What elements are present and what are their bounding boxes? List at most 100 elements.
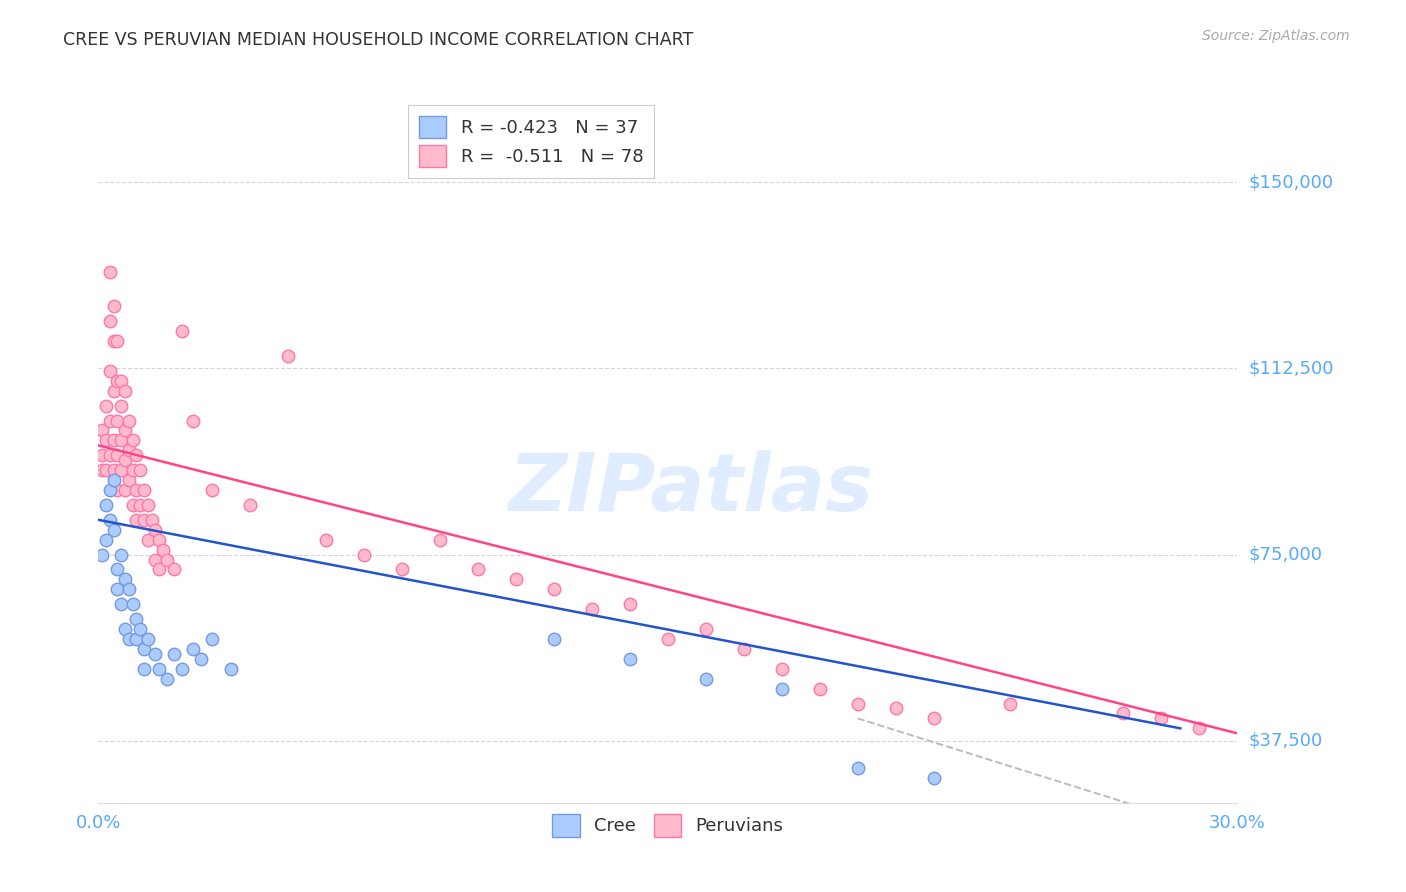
Point (170, 324, 193, 338)
Point (998, 697, 1021, 711)
Point (103, 523, 125, 537)
Point (156, 552, 179, 566)
Point (136, 632, 159, 646)
Point (98, 314, 121, 328)
Point (1150, 711, 1173, 725)
Point (110, 548, 132, 562)
Point (125, 632, 148, 646)
Point (145, 552, 167, 566)
Point (94, 463, 117, 477)
Point (429, 533, 451, 547)
Point (98, 265, 121, 279)
Point (121, 434, 143, 448)
Point (170, 662, 193, 676)
Point (98, 483, 121, 497)
Point (107, 582, 129, 597)
Point (103, 384, 125, 398)
Point (110, 434, 132, 448)
Point (94, 434, 117, 448)
Text: Source: ZipAtlas.com: Source: ZipAtlas.com (1202, 29, 1350, 43)
Point (163, 562, 186, 576)
Point (1188, 722, 1211, 736)
Point (148, 562, 170, 576)
Point (581, 602, 603, 616)
Point (98, 364, 121, 378)
Point (114, 622, 136, 636)
Point (846, 761, 869, 775)
Point (94, 399, 117, 413)
Text: $37,500: $37,500 (1249, 731, 1323, 750)
Point (118, 582, 141, 597)
Point (657, 632, 679, 646)
Point (277, 349, 299, 363)
Point (770, 681, 793, 696)
Point (103, 299, 125, 313)
Point (156, 672, 179, 686)
Point (125, 513, 148, 527)
Point (98, 448, 121, 462)
Point (114, 424, 136, 438)
Text: $75,000: $75,000 (1249, 546, 1323, 564)
Point (145, 523, 167, 537)
Point (129, 463, 152, 477)
Point (190, 652, 212, 666)
Text: ZIPatlas: ZIPatlas (508, 450, 873, 528)
Point (543, 632, 565, 646)
Point (145, 647, 167, 661)
Point (91, 463, 114, 477)
Point (107, 374, 129, 388)
Point (148, 662, 170, 676)
Point (110, 374, 132, 388)
Point (107, 334, 129, 348)
Point (91, 424, 114, 438)
Point (125, 483, 148, 497)
Point (695, 622, 717, 636)
Point (136, 533, 159, 547)
Point (136, 498, 159, 512)
Point (103, 463, 125, 477)
Point (121, 463, 143, 477)
Point (118, 413, 141, 427)
Point (315, 533, 337, 547)
Point (110, 597, 132, 611)
Point (103, 473, 125, 487)
Point (114, 483, 136, 497)
Point (922, 711, 945, 725)
Point (114, 453, 136, 467)
Point (152, 542, 174, 557)
Point (505, 573, 527, 587)
Point (129, 622, 152, 636)
Point (239, 498, 262, 512)
Point (922, 771, 945, 785)
Legend: Cree, Peruvians: Cree, Peruvians (546, 807, 790, 844)
Point (125, 448, 148, 462)
Point (94, 533, 117, 547)
Text: CREE VS PERUVIAN MEDIAN HOUSEHOLD INCOME CORRELATION CHART: CREE VS PERUVIAN MEDIAN HOUSEHOLD INCOME… (63, 31, 693, 49)
Point (107, 562, 129, 576)
Point (132, 483, 155, 497)
Point (201, 632, 224, 646)
Point (884, 701, 907, 715)
Point (110, 463, 132, 477)
Point (543, 582, 565, 597)
Point (110, 399, 132, 413)
Point (467, 562, 489, 576)
Point (148, 533, 170, 547)
Point (695, 672, 717, 686)
Point (103, 334, 125, 348)
Point (183, 413, 205, 427)
Point (103, 434, 125, 448)
Point (98, 513, 121, 527)
Point (132, 513, 155, 527)
Point (114, 573, 136, 587)
Point (163, 647, 186, 661)
Point (132, 662, 155, 676)
Point (91, 448, 114, 462)
Point (770, 662, 793, 676)
Point (98, 413, 121, 427)
Point (391, 562, 413, 576)
Point (141, 513, 163, 527)
Point (619, 652, 641, 666)
Text: $112,500: $112,500 (1249, 359, 1334, 377)
Point (733, 641, 755, 656)
